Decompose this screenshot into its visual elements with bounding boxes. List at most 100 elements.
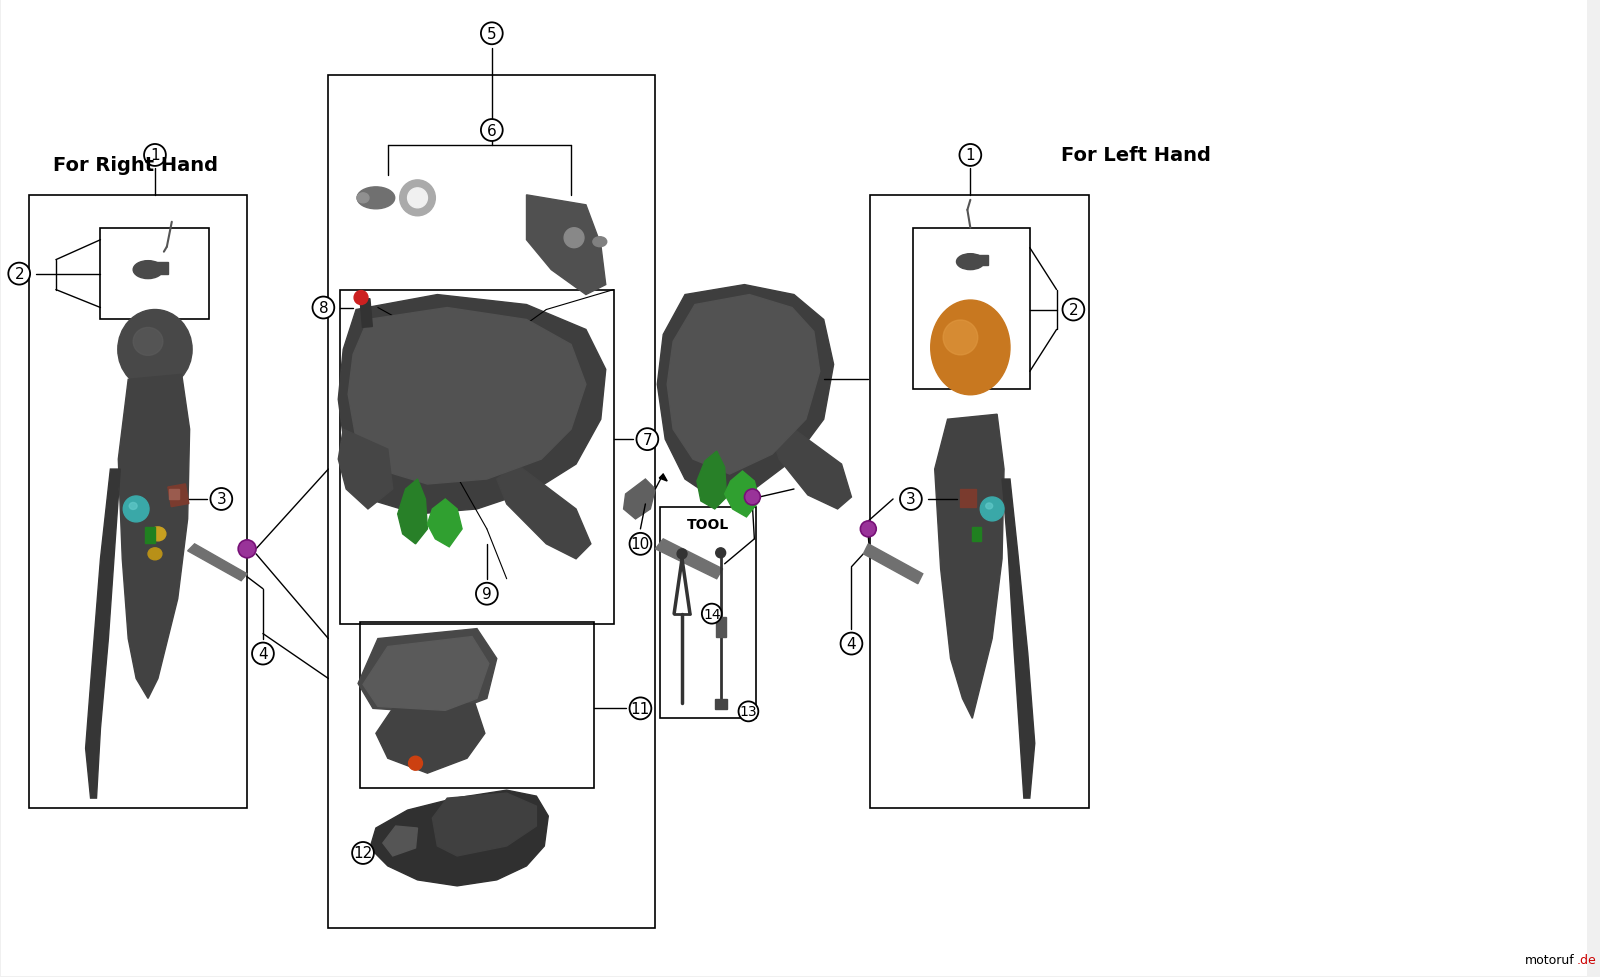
Ellipse shape [130,503,138,510]
Text: For Right Hand: For Right Hand [53,156,218,175]
Circle shape [960,145,981,167]
Text: 12: 12 [354,846,373,861]
Bar [360,299,373,328]
Circle shape [1062,299,1085,321]
Circle shape [629,698,651,720]
Polygon shape [864,544,923,584]
Polygon shape [698,451,726,509]
Text: 11: 11 [630,701,650,716]
Ellipse shape [957,254,984,271]
Polygon shape [118,375,190,699]
Polygon shape [526,195,606,295]
Circle shape [475,583,498,605]
Circle shape [482,23,502,45]
Bar [146,528,155,543]
Bar [914,229,1030,390]
Text: 1: 1 [150,149,160,163]
Circle shape [482,120,502,142]
Text: 2: 2 [1069,303,1078,318]
Polygon shape [382,827,418,856]
Polygon shape [398,480,427,544]
Text: 5: 5 [486,26,496,42]
Polygon shape [725,472,760,518]
Text: 2: 2 [14,267,24,281]
Polygon shape [659,475,667,482]
Bar [973,528,981,541]
Polygon shape [624,480,656,520]
Polygon shape [667,295,819,475]
Text: 3: 3 [216,492,226,507]
Text: 8: 8 [318,301,328,316]
Circle shape [408,189,427,208]
Ellipse shape [357,188,395,210]
Polygon shape [338,430,392,509]
Bar [29,195,246,808]
Circle shape [702,604,722,624]
Polygon shape [773,430,851,509]
Bar [960,489,976,507]
Text: 14: 14 [702,607,720,621]
Polygon shape [496,465,590,559]
Text: 10: 10 [630,536,650,552]
Bar [170,489,179,499]
Circle shape [354,291,368,305]
Circle shape [637,429,658,450]
Text: For Left Hand: For Left Hand [1061,147,1211,165]
Polygon shape [656,539,723,579]
Circle shape [123,496,149,523]
Circle shape [861,522,877,537]
Circle shape [677,549,686,559]
Bar [870,195,1090,808]
Bar [661,507,757,719]
Ellipse shape [133,262,163,279]
Circle shape [211,488,232,510]
Circle shape [352,842,374,864]
Circle shape [901,488,922,510]
Bar [715,700,726,709]
Circle shape [238,540,256,558]
Text: motoruf: motoruf [1525,953,1574,965]
Circle shape [253,643,274,664]
Ellipse shape [986,503,992,509]
Polygon shape [187,544,246,581]
Text: 7: 7 [643,432,653,447]
Ellipse shape [133,328,163,356]
Polygon shape [86,470,120,798]
Bar [328,76,656,928]
Circle shape [8,264,30,285]
Circle shape [840,633,862,655]
Bar [101,229,210,320]
Polygon shape [370,790,549,886]
Circle shape [312,297,334,319]
Bar [970,255,989,266]
Polygon shape [358,629,496,713]
Ellipse shape [149,548,162,560]
Ellipse shape [150,528,166,541]
Text: TOOL: TOOL [686,518,730,531]
Polygon shape [427,499,462,547]
Polygon shape [349,308,586,485]
Circle shape [400,181,435,217]
Polygon shape [363,637,490,710]
Text: 4: 4 [258,647,267,661]
Polygon shape [934,415,1005,719]
Bar [149,263,168,275]
Bar [168,485,189,507]
Bar [360,622,594,788]
Circle shape [981,497,1005,522]
Polygon shape [658,285,834,499]
Circle shape [408,756,422,771]
Ellipse shape [594,237,606,247]
Ellipse shape [942,320,978,356]
Text: 4: 4 [846,636,856,652]
Circle shape [739,701,758,722]
Bar [341,290,614,624]
Polygon shape [1002,480,1035,798]
Text: 9: 9 [482,586,491,602]
Text: 1: 1 [965,149,974,163]
Ellipse shape [931,301,1010,396]
Circle shape [744,489,760,505]
Polygon shape [376,703,485,774]
Ellipse shape [357,193,370,203]
Circle shape [715,548,726,558]
